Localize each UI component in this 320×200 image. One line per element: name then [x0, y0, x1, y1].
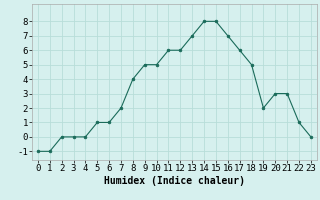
- X-axis label: Humidex (Indice chaleur): Humidex (Indice chaleur): [104, 176, 245, 186]
